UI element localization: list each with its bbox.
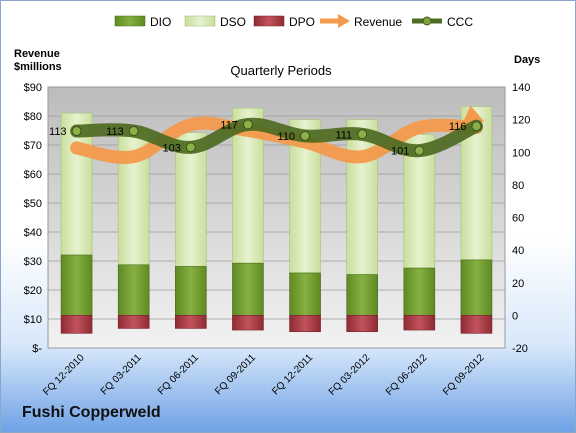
ccc-marker	[185, 142, 196, 153]
ccc-data-labels: 113 113 103 117 110 111 101 116	[49, 120, 466, 158]
legend-label-revenue: Revenue	[354, 15, 402, 29]
ccc-data-label: 113	[106, 126, 124, 138]
revenue-series	[70, 105, 485, 164]
left-tick-label: $10	[24, 314, 42, 326]
ccc-data-label: 110	[278, 131, 296, 143]
ccc-marker	[300, 130, 311, 141]
dio-bar	[403, 267, 436, 316]
x-tick-label: FQ 09-2012	[441, 352, 487, 398]
left-tick-label: $40	[24, 227, 42, 239]
revenue-arrowhead	[462, 105, 485, 124]
dio-bar	[460, 259, 493, 316]
left-tick-label: $30	[24, 256, 42, 268]
x-tick-label: FQ 06-2011	[156, 352, 201, 397]
dpo-bar	[460, 315, 493, 334]
left-tick-label: $70	[24, 140, 42, 152]
legend-label-dso: DSO	[220, 15, 246, 29]
ccc-series	[70, 117, 483, 158]
dpo-bar	[403, 315, 436, 331]
legend-swatch-revenue	[320, 14, 350, 28]
legend-label-dio: DIO	[150, 15, 171, 29]
left-axis-title-line2: $millions	[14, 61, 62, 73]
legend-swatch-ccc	[412, 16, 442, 26]
dpo-bar	[289, 315, 321, 332]
dio-bar	[289, 272, 321, 316]
right-axis: -20 0 20 40 60 80 100 120 140	[512, 82, 530, 355]
right-tick-label: -20	[512, 343, 528, 355]
right-tick-label: 120	[512, 115, 530, 127]
ccc-marker	[71, 126, 82, 137]
dio-bar	[346, 274, 378, 316]
right-tick-label: 100	[512, 147, 530, 159]
ccc-data-label: 116	[449, 121, 467, 133]
x-axis: FQ 12-2010 FQ 03-2011 FQ 06-2011 FQ 09-2011…	[41, 352, 487, 398]
left-tick-label: $90	[24, 82, 42, 94]
ccc-data-label: 117	[220, 120, 238, 132]
dso-bar	[175, 132, 207, 267]
left-tick-label: $60	[24, 169, 42, 181]
left-axis-title-line1: Revenue	[14, 48, 60, 60]
dio-bar	[175, 266, 207, 316]
right-tick-label: 0	[512, 310, 518, 322]
left-axis: $- $10 $20 $30 $40 $50 $60 $70 $80 $90	[24, 82, 43, 355]
x-tick-label: FQ 06-2012	[384, 352, 430, 398]
right-axis-title: Days	[514, 54, 540, 66]
ccc-marker	[242, 119, 253, 130]
ccc-data-label: 101	[391, 146, 409, 158]
x-tick-label: FQ 03-2011	[99, 352, 144, 397]
x-tick-label: FQ 12-2010	[41, 352, 87, 398]
left-tick-label: $20	[24, 285, 42, 297]
left-tick-label: $-	[32, 343, 42, 355]
legend-swatch-dso	[184, 15, 216, 27]
company-name: Fushi Copperweld	[22, 404, 161, 421]
legend-swatch-dio	[114, 15, 146, 27]
x-tick-label: FQ 12-2011	[270, 352, 315, 397]
left-tick-label: $80	[24, 111, 42, 123]
legend-swatch-dpo	[253, 15, 285, 27]
ccc-line	[70, 117, 483, 158]
x-tick-label: FQ 03-2012	[327, 352, 373, 398]
x-tick-label: FQ 09-2011	[213, 352, 258, 397]
right-tick-label: 60	[512, 213, 524, 225]
dpo-bar	[175, 315, 207, 329]
chart-title: Quarterly Periods	[230, 63, 332, 78]
revenue-line	[70, 116, 483, 164]
ccc-data-label: 111	[335, 129, 352, 141]
dso-bar	[346, 119, 378, 275]
dio-bar	[60, 254, 93, 316]
legend: DIO DSO DPO Revenue CCC	[114, 14, 473, 29]
dpo-bar	[117, 315, 150, 329]
ccc-marker	[357, 129, 368, 140]
dpo-bar	[232, 315, 264, 331]
ccc-marker	[414, 145, 425, 156]
ccc-marker	[128, 126, 139, 137]
ccc-data-label: 103	[162, 142, 180, 154]
dio-bar	[232, 262, 264, 316]
legend-label-dpo: DPO	[289, 15, 315, 29]
right-tick-label: 80	[512, 180, 524, 192]
dpo-bar	[346, 315, 378, 332]
dpo-bar	[60, 315, 93, 334]
dio-bar	[117, 264, 150, 316]
left-tick-label: $50	[24, 198, 42, 210]
right-tick-label: 40	[512, 245, 524, 257]
right-tick-label: 140	[512, 82, 530, 94]
ccc-data-label: 113	[49, 126, 67, 138]
right-tick-label: 20	[512, 278, 524, 290]
legend-label-ccc: CCC	[447, 15, 473, 29]
ccc-marker	[471, 121, 482, 132]
